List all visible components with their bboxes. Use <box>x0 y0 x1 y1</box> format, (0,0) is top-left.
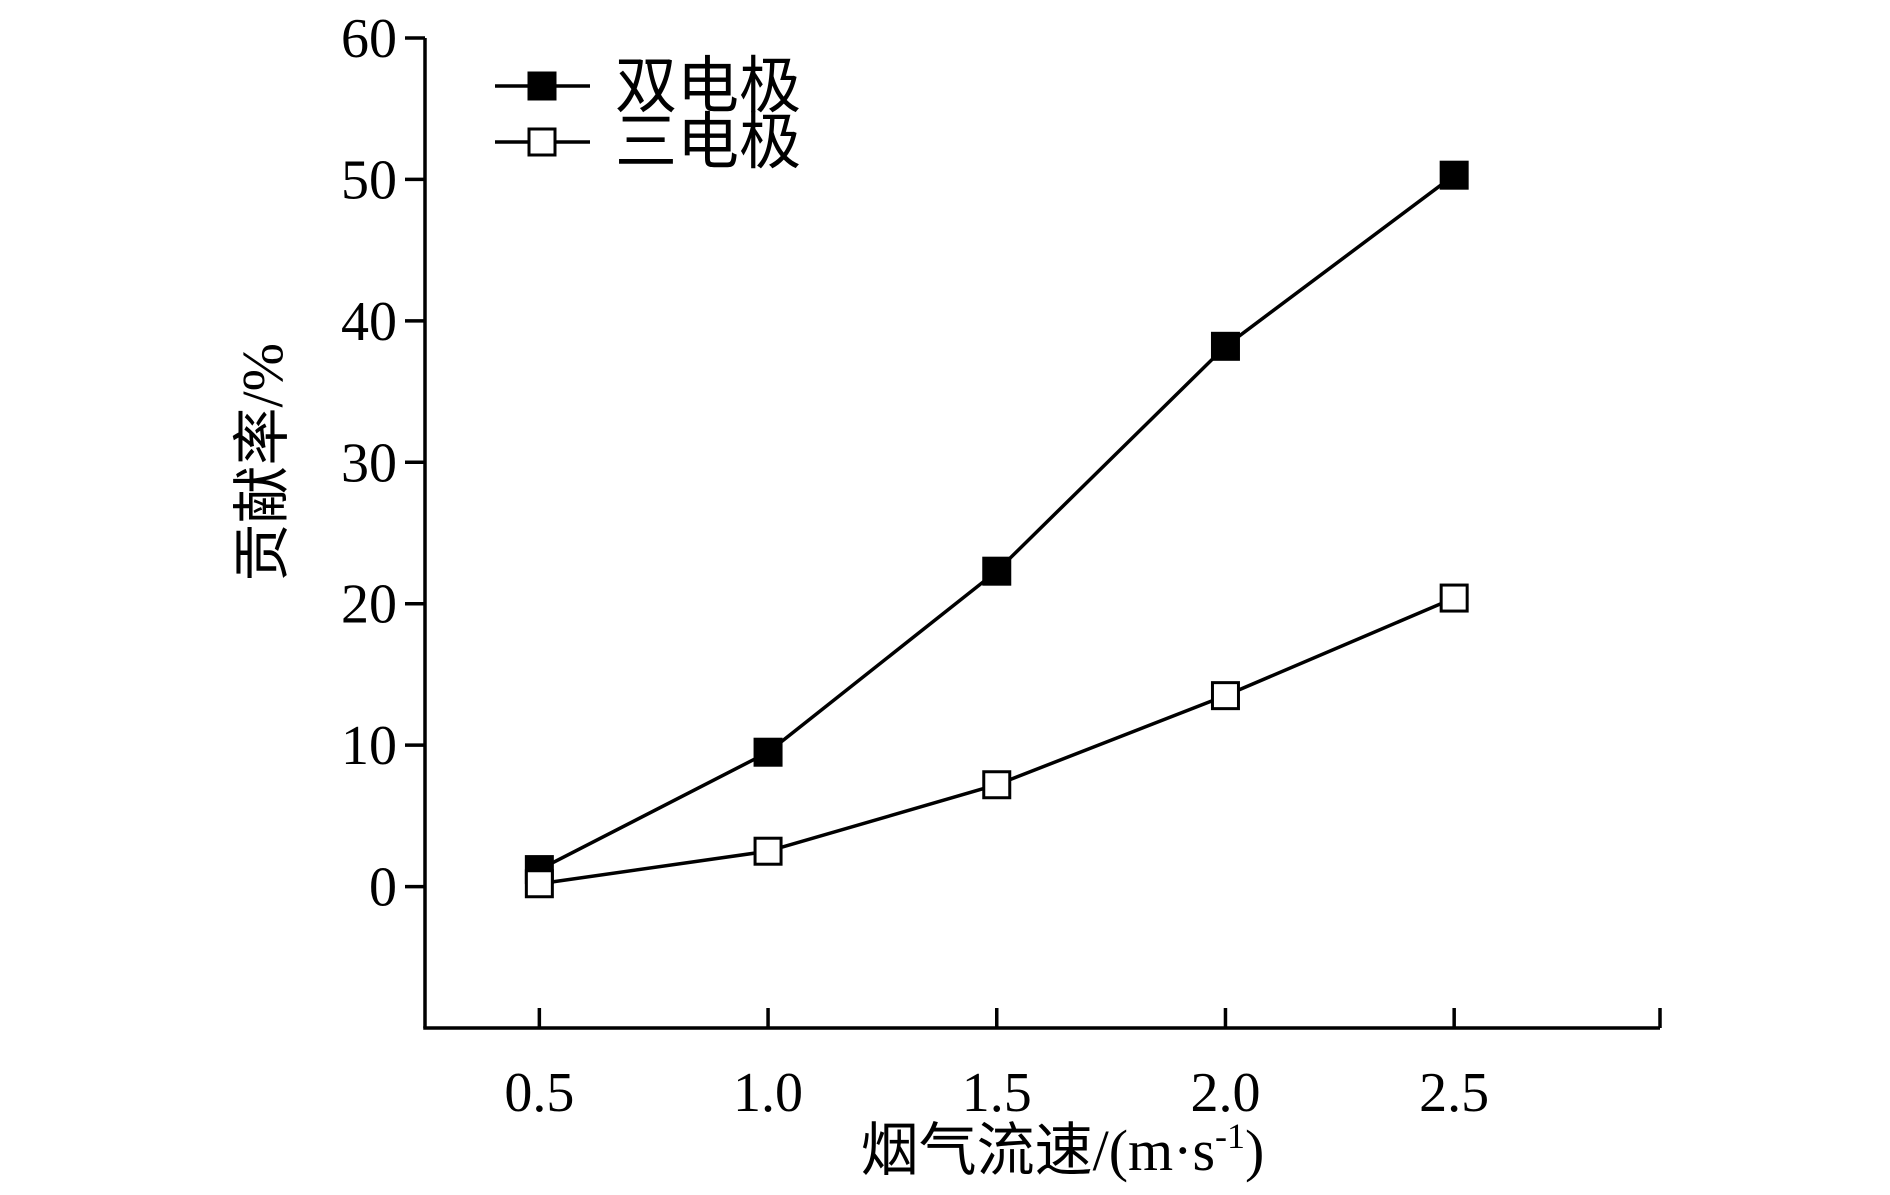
y-tick-label: 20 <box>341 574 397 636</box>
axis-labels: 烟气流速/(m·s-1) 贡献率/% <box>230 343 1264 1183</box>
data-point-open-square <box>753 836 783 866</box>
legend-item-2: 三电极 <box>495 109 801 177</box>
x-axis-title: 烟气流速/(m·s-1) <box>861 1116 1265 1183</box>
series-1 <box>524 160 1469 885</box>
data-point-open-square <box>1210 681 1240 711</box>
x-tick-label: 2.5 <box>1419 1062 1489 1124</box>
y-axis-title: 贡献率/% <box>230 343 295 581</box>
x-tick-label: 0.5 <box>504 1062 574 1124</box>
series-layer <box>524 160 1469 899</box>
data-point-open-square <box>982 770 1012 800</box>
series-line <box>539 596 1455 886</box>
data-point-open-square <box>1439 583 1469 613</box>
data-point-filled-square <box>1210 331 1240 361</box>
data-point-open-square <box>524 869 554 899</box>
legend-item-1: 双电极 <box>495 53 801 121</box>
series-line <box>538 173 1456 872</box>
x-tick-label: 2.0 <box>1190 1062 1260 1124</box>
y-tick-label: 0 <box>369 857 397 919</box>
y-tick-label: 10 <box>341 715 397 777</box>
y-tick-label: 30 <box>341 432 397 494</box>
data-point-filled-square <box>753 737 783 767</box>
legend-label: 双电极 <box>615 53 801 121</box>
legend-marker <box>527 127 557 157</box>
x-axis-title-main: 烟气流速/(m·s <box>861 1118 1215 1183</box>
x-tick-label: 1.5 <box>962 1062 1032 1124</box>
x-axis-title-superscript: -1 <box>1215 1116 1245 1156</box>
data-point-filled-square <box>1439 160 1469 190</box>
legend-marker <box>527 71 557 101</box>
legend-label: 三电极 <box>615 109 801 177</box>
series-2 <box>524 583 1469 899</box>
y-tick-label: 50 <box>341 149 397 211</box>
x-tick-label: 1.0 <box>733 1062 803 1124</box>
y-tick-label: 60 <box>341 8 397 70</box>
x-axis-title-suffix: ) <box>1245 1118 1264 1183</box>
y-tick-label: 40 <box>341 291 397 353</box>
data-point-filled-square <box>982 556 1012 586</box>
axes: 0 10 20 30 40 50 60 0.5 1.0 1.5 2.0 2.5 <box>341 8 1662 1124</box>
